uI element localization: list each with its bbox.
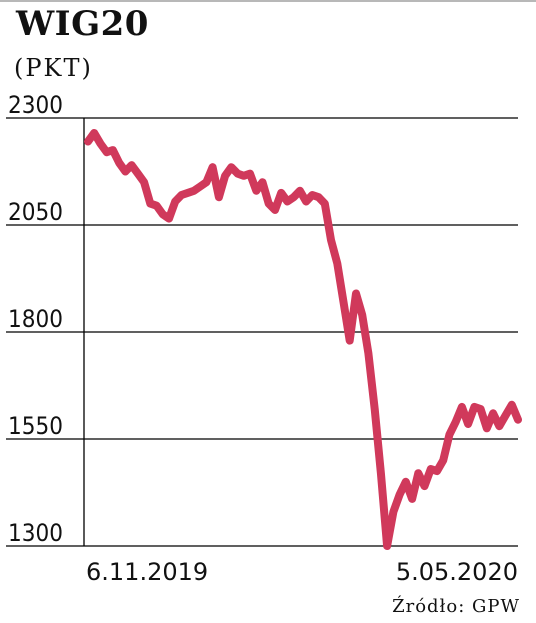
grid-lines xyxy=(6,117,518,547)
wig20-series-line xyxy=(84,129,522,550)
unit-label: (PKT) xyxy=(14,54,93,82)
y-tick-label: 2300 xyxy=(8,91,63,119)
x-tick-label: 5.05.2020 xyxy=(396,558,518,586)
top-rule xyxy=(0,0,536,2)
x-tick-label: 6.11.2019 xyxy=(86,558,208,586)
chart-title: WIG20 xyxy=(16,4,149,44)
x-axis-ticks: 6.11.2019 5.05.2020 xyxy=(86,558,518,586)
y-tick-label: 2050 xyxy=(8,198,63,226)
y-tick-label: 1300 xyxy=(8,519,63,547)
source-note: Źródło: GPW xyxy=(392,596,520,617)
y-tick-label: 1800 xyxy=(8,305,63,333)
y-tick-label: 1550 xyxy=(8,412,63,440)
y-axis-ticks: 2300 2050 1800 1550 1300 xyxy=(8,91,63,547)
